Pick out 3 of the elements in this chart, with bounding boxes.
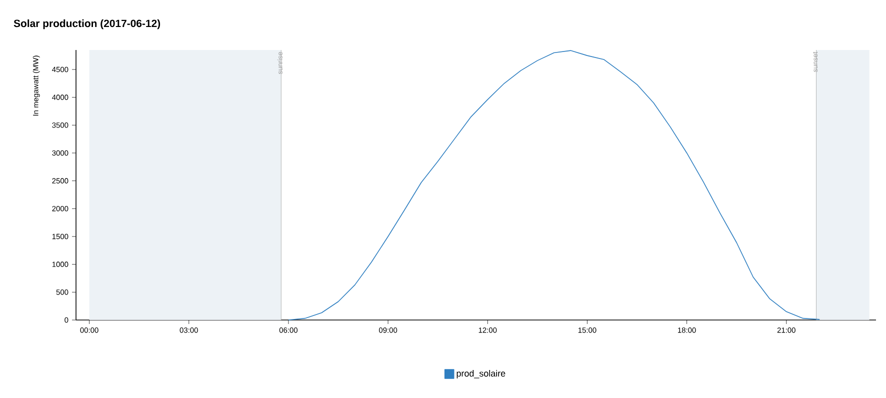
- line-series: [288, 50, 820, 320]
- legend-label: prod_solaire: [456, 370, 506, 378]
- chart-title: Solar production (2017-06-12): [14, 19, 160, 30]
